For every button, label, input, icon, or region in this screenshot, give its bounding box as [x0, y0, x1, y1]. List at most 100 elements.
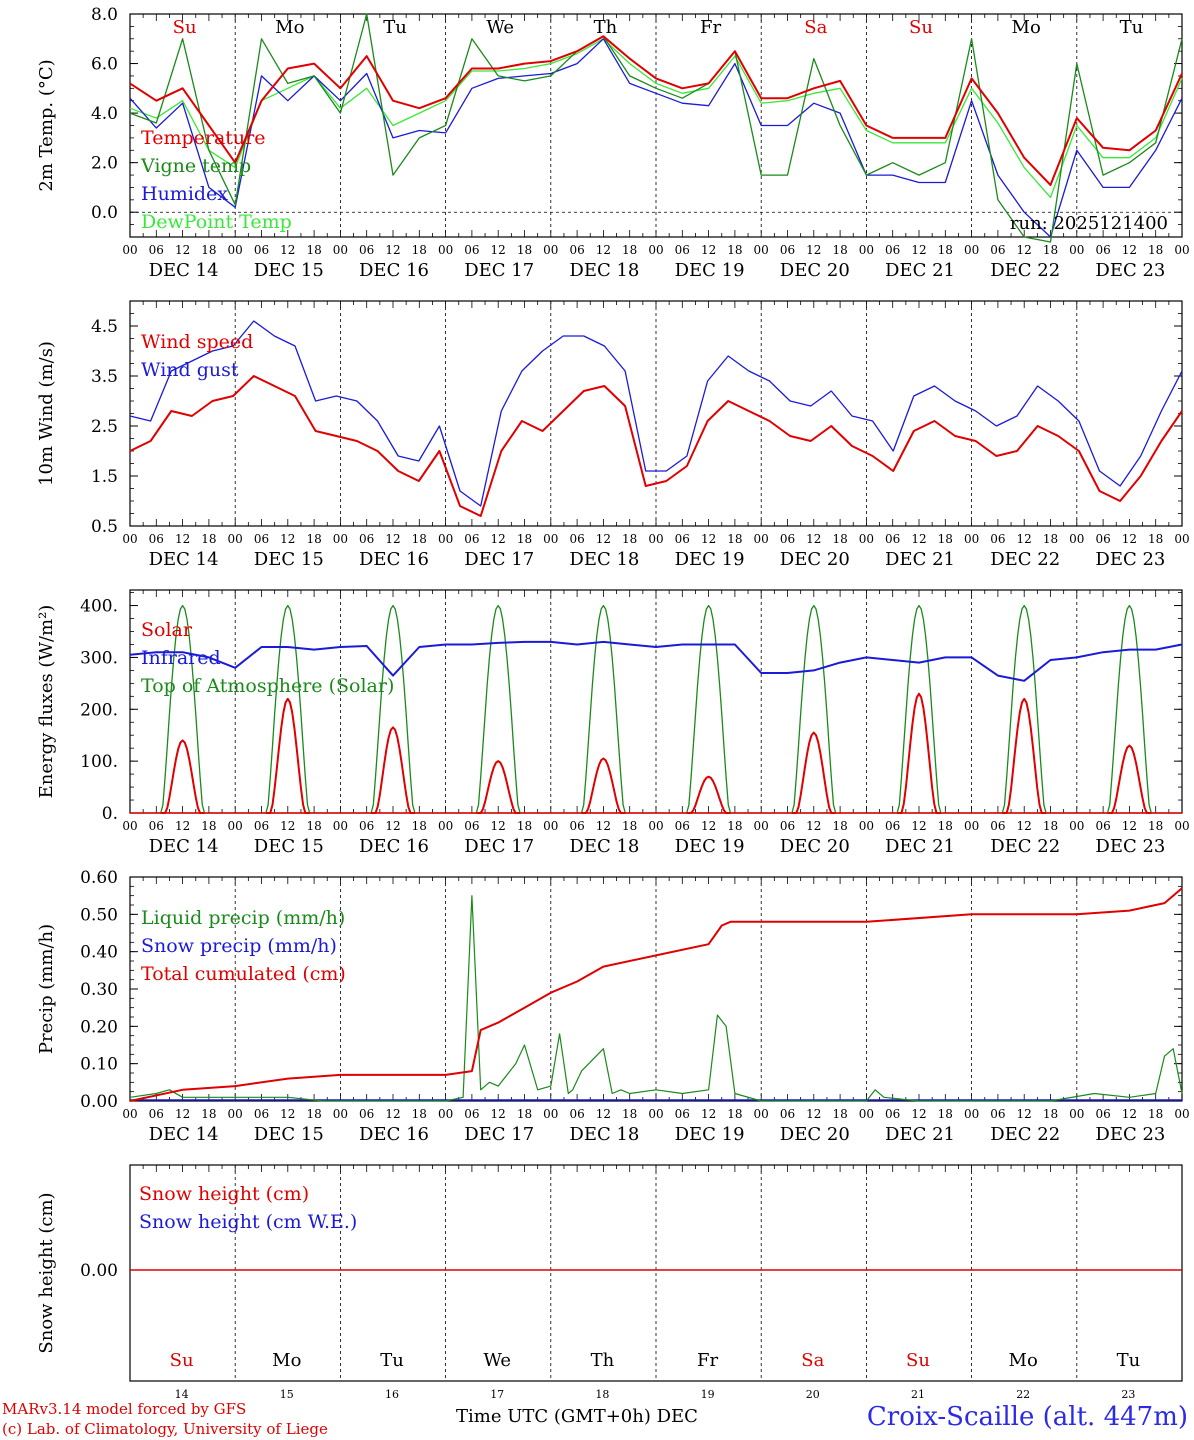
hour-tick-label: 00	[648, 532, 663, 546]
hour-tick-label: 18	[938, 1107, 953, 1121]
legend-entry: Humidex	[141, 183, 228, 205]
hour-tick-label: 06	[990, 819, 1005, 833]
hour-tick-label: 18	[727, 243, 742, 257]
weekday-label: Su	[170, 1350, 194, 1371]
hour-tick-label: 00	[859, 532, 874, 546]
y-tick-label: 1.5	[91, 467, 118, 487]
hour-tick-label: 06	[149, 532, 164, 546]
hour-tick-label: 12	[280, 1107, 295, 1121]
day-number-label: 17	[490, 1388, 504, 1400]
hour-tick-label: 12	[280, 819, 295, 833]
hour-tick-label: 18	[412, 819, 427, 833]
hour-tick-label: 18	[517, 243, 532, 257]
date-label: DEC 23	[1095, 260, 1165, 281]
hour-tick-label: 18	[412, 1107, 427, 1121]
date-label: DEC 15	[254, 1124, 324, 1145]
hour-tick-label: 06	[990, 1107, 1005, 1121]
day-number-label: 23	[1121, 1388, 1135, 1400]
series-line	[129, 13, 1183, 243]
hour-tick-label: 18	[201, 243, 216, 257]
series-line	[129, 895, 1183, 1102]
energy-panel: 0. 100. 200. 300. 400. Energy fluxes (W/m²) So…	[36, 589, 1190, 857]
hour-tick-label: 18	[832, 532, 847, 546]
series-line	[476, 760, 521, 814]
hour-tick-label: 12	[280, 532, 295, 546]
hour-tick-label: 00	[438, 1107, 453, 1121]
series-line	[129, 375, 1183, 517]
weekday-label: Fr	[697, 1350, 718, 1371]
hour-tick-label: 12	[701, 243, 716, 257]
hour-tick-label: 18	[412, 243, 427, 257]
hour-tick-label: 12	[596, 532, 611, 546]
hour-tick-label: 12	[806, 1107, 821, 1121]
hour-tick-label: 00	[648, 1107, 663, 1121]
date-label: DEC 22	[990, 1124, 1060, 1145]
y-tick-label: 4.0	[91, 104, 118, 124]
hour-tick-label: 12	[701, 1107, 716, 1121]
y-tick-label: 2.0	[91, 154, 118, 174]
date-label: DEC 17	[464, 836, 534, 857]
hour-tick-label: 00	[1174, 819, 1189, 833]
hour-tick-label: 00	[122, 1107, 137, 1121]
hour-tick-label: 00	[543, 819, 558, 833]
hour-tick-label: 12	[596, 243, 611, 257]
hour-tick-label: 00	[964, 819, 979, 833]
hour-tick-label: 00	[1174, 243, 1189, 257]
hour-tick-label: 06	[569, 819, 584, 833]
hour-tick-label: 12	[175, 243, 190, 257]
snow-panel: 0.00 Snow height (cm) Snow height (cm) Snow…	[36, 1164, 1183, 1400]
plot-frame	[129, 13, 1183, 238]
hour-tick-label: 18	[938, 532, 953, 546]
hour-tick-label: 06	[254, 243, 269, 257]
hour-tick-label: 12	[911, 243, 926, 257]
day-number-label: 16	[385, 1388, 399, 1400]
hour-tick-label: 18	[1043, 819, 1058, 833]
date-label: DEC 20	[780, 1124, 850, 1145]
weekday-label: Tu	[1117, 1350, 1141, 1371]
weekday-label: Su	[906, 1350, 930, 1371]
date-label: DEC 22	[990, 260, 1060, 281]
hour-tick-label: 00	[122, 243, 137, 257]
date-label: DEC 23	[1095, 1124, 1165, 1145]
y-tick-label: 200.	[80, 700, 118, 720]
series-line	[129, 38, 1183, 238]
legend-entry: Top of Atmosphere (Solar)	[141, 675, 394, 697]
hour-tick-label: 00	[754, 243, 769, 257]
y-axis-label: Precip (mm/h)	[36, 924, 57, 1054]
time-axis-label: Time UTC (GMT+0h) DEC	[456, 1406, 698, 1427]
hour-tick-label: 06	[359, 532, 374, 546]
hour-tick-label: 18	[1043, 243, 1058, 257]
hour-tick-label: 00	[964, 243, 979, 257]
hour-tick-label: 12	[385, 1107, 400, 1121]
y-axis-label: Energy fluxes (W/m²)	[36, 605, 57, 799]
hour-tick-label: 18	[412, 532, 427, 546]
date-label: DEC 18	[569, 549, 639, 570]
y-tick-label: 0.	[102, 804, 118, 824]
day-number-label: 22	[1016, 1388, 1030, 1400]
series-line	[160, 604, 206, 814]
series-line	[580, 604, 626, 814]
hour-tick-label: 18	[622, 532, 637, 546]
hour-tick-label: 18	[1043, 532, 1058, 546]
hour-tick-label: 00	[333, 1107, 348, 1121]
hour-tick-label: 18	[1148, 1107, 1163, 1121]
date-label: DEC 14	[149, 1124, 219, 1145]
hour-tick-label: 00	[228, 819, 243, 833]
legend-entry: Wind speed	[141, 331, 253, 353]
weekday-label: Sa	[804, 17, 827, 38]
y-tick-label: 0.00	[80, 1261, 118, 1281]
y-tick-label: 0.10	[80, 1055, 118, 1075]
hour-tick-label: 00	[754, 532, 769, 546]
plot-frame	[129, 589, 1183, 814]
y-tick-label: 0.20	[80, 1017, 118, 1037]
hour-tick-label: 00	[438, 532, 453, 546]
series-line	[581, 757, 626, 814]
legend-entry: Infrared	[141, 647, 221, 669]
series-line	[265, 604, 311, 814]
hour-tick-label: 06	[254, 819, 269, 833]
series-line	[129, 640, 1183, 682]
station-name: Croix-Scaille (alt. 447m)	[866, 1402, 1188, 1432]
hour-tick-label: 06	[1095, 532, 1110, 546]
hour-tick-label: 06	[359, 1107, 374, 1121]
date-label: DEC 16	[359, 549, 429, 570]
